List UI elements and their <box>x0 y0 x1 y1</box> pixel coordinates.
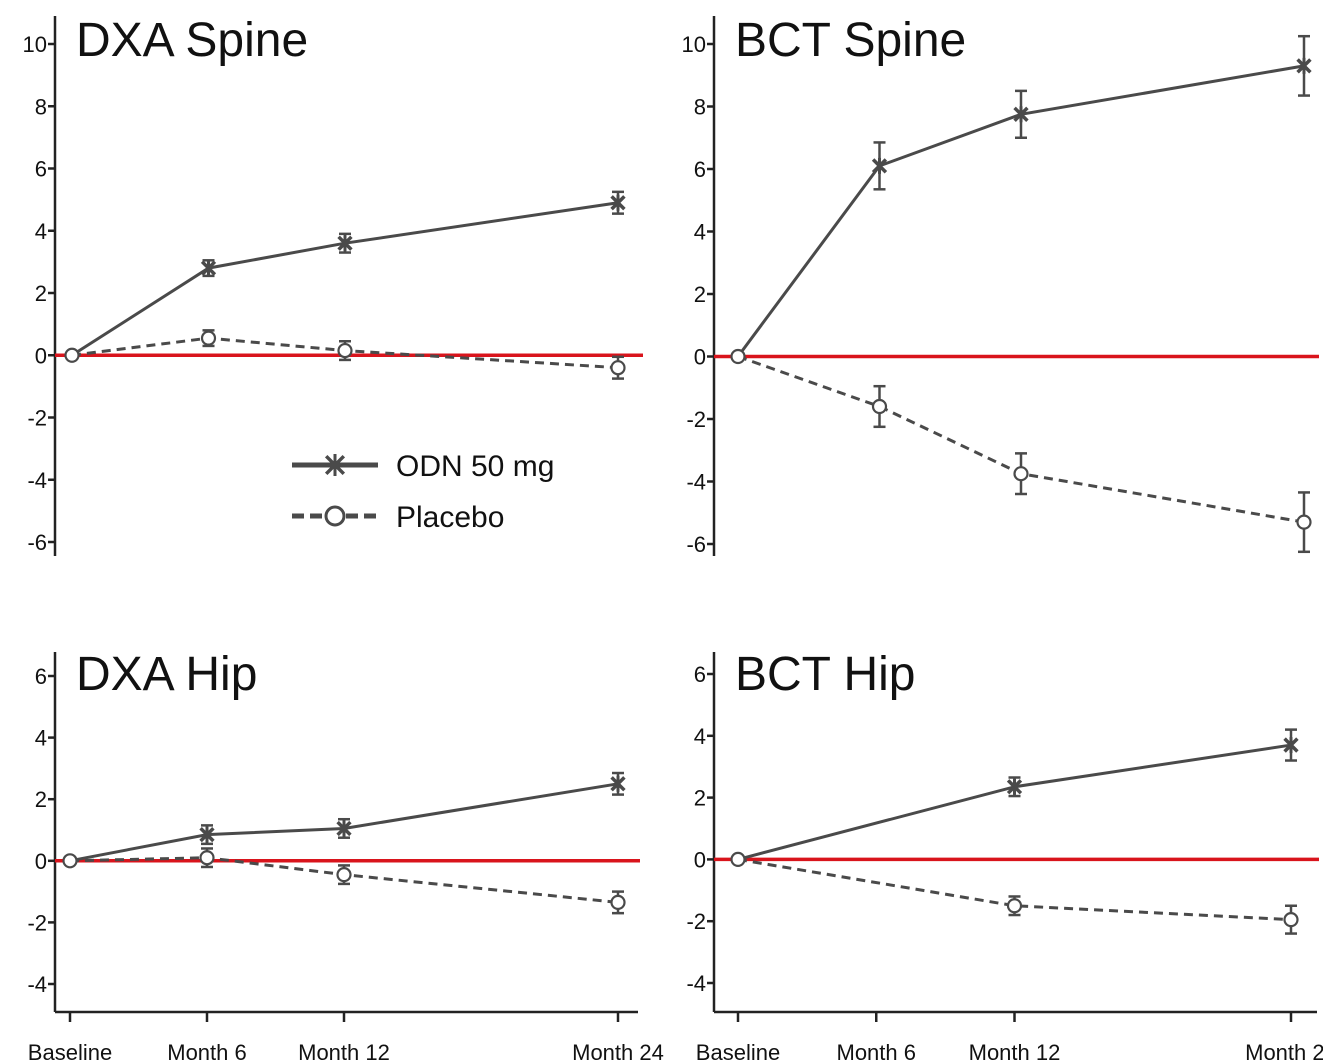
data-point <box>610 360 626 376</box>
data-point <box>1296 57 1312 74</box>
y-tick-label: 2 <box>35 787 47 812</box>
data-point <box>336 820 352 837</box>
y-tick-label: 0 <box>694 847 706 872</box>
data-point <box>1006 778 1023 795</box>
y-tick-label: -2 <box>27 910 47 935</box>
y-tick-label: 4 <box>694 724 706 749</box>
series-placebo <box>730 851 1299 935</box>
data-point <box>730 348 746 365</box>
y-tick-label: -6 <box>27 530 47 555</box>
data-point <box>64 347 80 363</box>
data-point <box>1013 106 1029 123</box>
y-tick-label: 8 <box>35 94 47 119</box>
data-point <box>336 867 352 883</box>
series-line <box>69 782 619 863</box>
legend-placebo-marker <box>324 505 346 527</box>
bct-hip-panel: BCT Hip 6 4 2 0 -2 -4 Baseline Month 6 Month 12 M… <box>686 648 1323 1064</box>
data-point <box>610 894 626 910</box>
x-tick-label: Month 6 <box>167 1040 247 1064</box>
y-tick-label: 6 <box>694 662 706 687</box>
data-point <box>200 260 217 277</box>
y-tick-label: 0 <box>35 343 47 368</box>
y-tick-label: -4 <box>27 972 47 997</box>
series-line <box>737 743 1292 861</box>
series-placebo <box>62 847 626 915</box>
series-odn <box>63 771 626 868</box>
series-placebo <box>730 348 1312 554</box>
panel-title: DXA Hip <box>76 648 257 701</box>
x-tick-label: Month 6 <box>837 1040 917 1064</box>
x-tick-label: Baseline <box>696 1040 780 1064</box>
data-point <box>1283 912 1299 928</box>
data-point <box>1006 898 1023 914</box>
legend-placebo-label: Placebo <box>396 501 504 534</box>
legend-odn-asterisk <box>324 454 346 476</box>
data-point <box>1283 737 1299 754</box>
series-line <box>71 201 619 357</box>
y-tick-label: 8 <box>694 95 706 120</box>
data-point <box>199 850 215 866</box>
legend-odn-label: ODN 50 mg <box>396 450 554 483</box>
series-line <box>737 355 1305 524</box>
series-odn <box>731 728 1299 867</box>
series-line <box>69 856 619 904</box>
y-tick-label: 6 <box>35 157 47 182</box>
y-tick-label: 6 <box>694 157 706 182</box>
y-tick-label: -4 <box>27 468 47 493</box>
data-point <box>610 775 626 792</box>
y-tick-label: 6 <box>35 664 47 689</box>
y-tick-label: 0 <box>694 345 706 370</box>
y-tick-label: 2 <box>694 282 706 307</box>
x-tick-label: Baseline <box>28 1040 112 1064</box>
y-tick-label: -4 <box>686 971 706 996</box>
series-line <box>71 336 619 370</box>
y-tick-label: -2 <box>686 407 706 432</box>
data-point <box>610 194 626 211</box>
series-placebo <box>64 329 626 380</box>
legend-odn-marker <box>324 454 346 476</box>
y-tick-label: 4 <box>35 726 47 751</box>
series-line <box>737 857 1292 922</box>
y-tick-label: 4 <box>35 219 47 244</box>
x-tick-label: Month 12 <box>298 1040 390 1064</box>
y-tick-label: 2 <box>694 786 706 811</box>
y-tick-label: 2 <box>35 281 47 306</box>
x-tick-label: Month 12 <box>969 1040 1061 1064</box>
data-point <box>871 157 888 174</box>
y-tick-label: 10 <box>23 32 47 57</box>
series-line <box>736 64 1305 358</box>
y-tick-label: 10 <box>682 32 706 57</box>
data-point <box>730 851 746 868</box>
y-tick-label: 0 <box>35 849 47 874</box>
y-tick-label: -6 <box>686 532 706 557</box>
dxa-spine-panel: DXA Spine 10 8 6 4 2 0 -2 -4 -6 <box>23 14 643 556</box>
data-point <box>337 342 353 359</box>
panel-title: DXA Spine <box>76 14 308 67</box>
data-point <box>199 826 215 843</box>
x-tick-label: Month 24 <box>572 1040 664 1064</box>
data-point <box>1296 514 1312 530</box>
data-point <box>62 853 78 869</box>
data-point <box>200 330 217 346</box>
y-tick-label: -2 <box>686 909 706 934</box>
dxa-hip-panel: DXA Hip 6 4 2 0 -2 -4 Baseline Month 6 Month 12 M… <box>27 648 663 1064</box>
bct-spine-panel: BCT Spine 10 8 6 4 2 0 -2 -4 -6 <box>682 14 1319 557</box>
x-tick-label: Month 24 <box>1245 1040 1323 1064</box>
panel-title: BCT Hip <box>735 648 916 701</box>
legend: ODN 50 mg Placebo <box>292 450 554 534</box>
y-tick-label: -2 <box>27 406 47 431</box>
y-tick-label: 4 <box>694 220 706 245</box>
data-point <box>1013 466 1029 482</box>
series-odn <box>65 190 626 363</box>
panel-title: BCT Spine <box>735 14 966 67</box>
data-point <box>337 235 353 252</box>
data-point <box>871 398 888 415</box>
series-odn <box>731 34 1312 364</box>
y-tick-label: -4 <box>686 470 706 495</box>
